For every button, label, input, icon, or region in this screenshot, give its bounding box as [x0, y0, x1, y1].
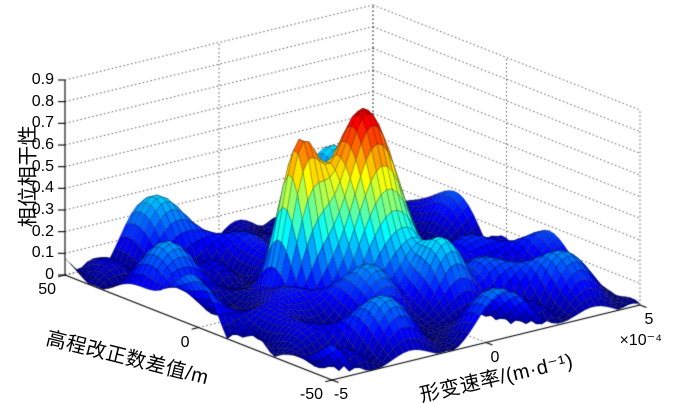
z-tick-label: 0: [45, 266, 54, 283]
z-axis-label: 相位相干性: [17, 124, 40, 228]
z-tick-label: 0.1: [31, 244, 54, 262]
z-tick-label: 0.4: [31, 179, 54, 197]
z-tick-label: 0.3: [31, 201, 54, 218]
z-tick-label: 0.8: [31, 92, 54, 110]
x-tick-label: -5: [333, 386, 349, 403]
x-tick-label: 0: [490, 348, 500, 366]
z-tick-label: 0.6: [31, 136, 54, 153]
y-tick-label: 50: [38, 281, 56, 298]
y-tick-label: 0: [180, 333, 190, 351]
z-tick-label: 0.9: [31, 71, 54, 88]
y-tick-label: -50: [299, 386, 323, 403]
z-tick-label: 0.5: [31, 157, 54, 175]
x-axis-exponent-label: ×10⁻⁴: [619, 332, 662, 349]
z-tick-label: 0.7: [31, 114, 54, 132]
x-tick-label: 5: [644, 311, 654, 328]
z-tick-label: 0.2: [31, 222, 54, 240]
